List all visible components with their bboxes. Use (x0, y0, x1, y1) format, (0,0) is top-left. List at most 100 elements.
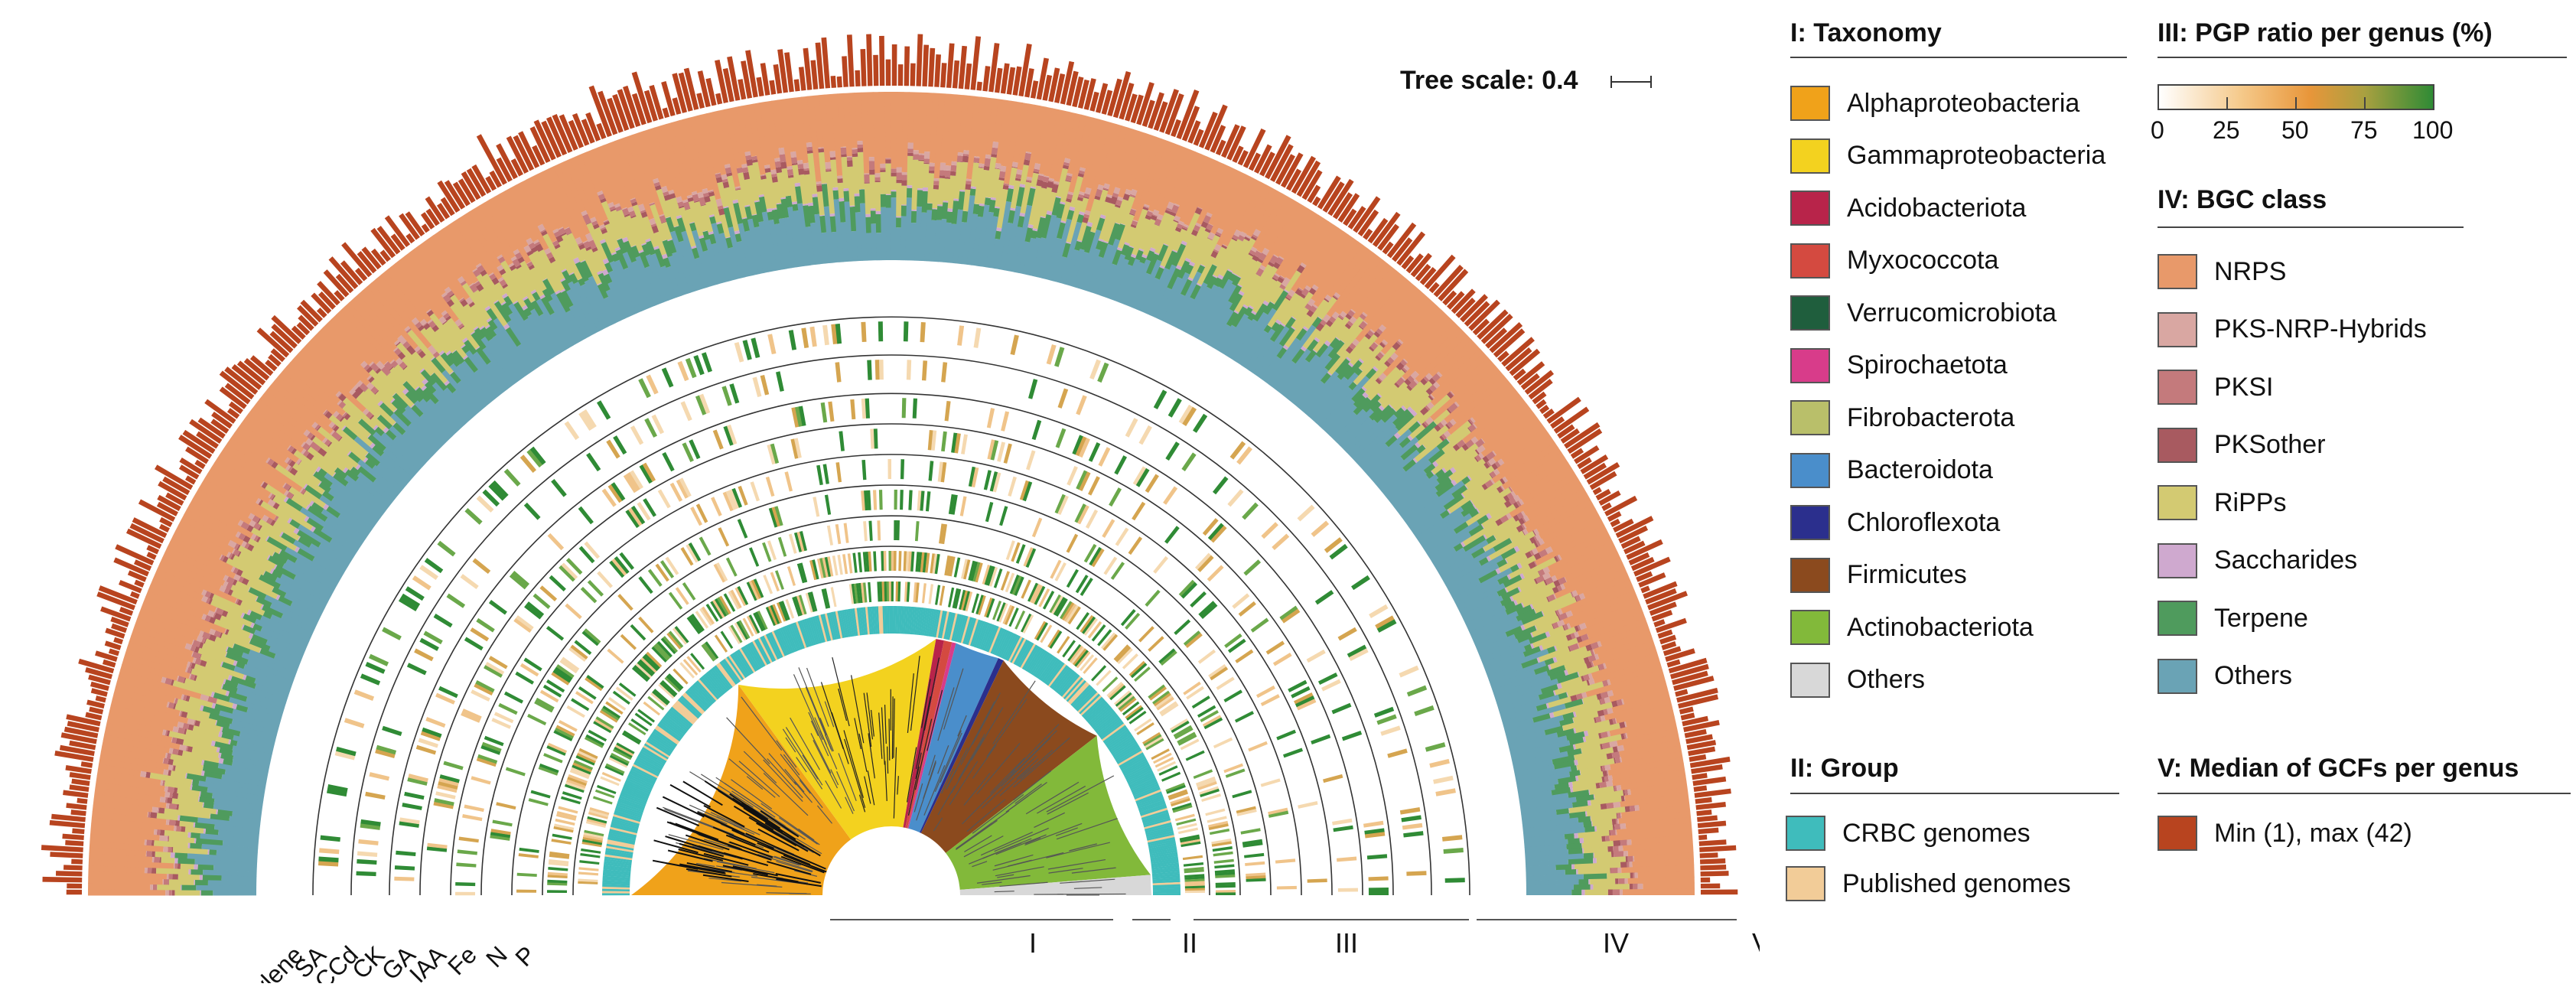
pgp-cell (1244, 853, 1264, 858)
pgp-cell (1307, 650, 1326, 663)
bgc-class-segment (825, 162, 831, 169)
pgp-cell (1433, 776, 1454, 784)
pgp-cell (852, 552, 857, 572)
pgp-cell (1004, 444, 1012, 464)
bgc-class-segment (924, 158, 930, 163)
bgc-class-segment (191, 869, 203, 875)
pgp-cell (1032, 518, 1042, 538)
pgp-cell (551, 479, 567, 497)
bgc-class-segment (896, 217, 901, 227)
bgc-class-segment (869, 157, 875, 161)
bgc-class-segment (176, 826, 181, 832)
bgc-class-segment (929, 163, 935, 167)
pgp-cell (539, 585, 557, 601)
pgp-cell (985, 502, 993, 522)
bgc-class-segment (1630, 806, 1636, 813)
bgc-class-segment (167, 797, 172, 803)
pgp-cell (891, 581, 894, 601)
pgp-cell (1125, 418, 1138, 438)
pgp-cell (425, 717, 445, 728)
pgp-cell (776, 371, 784, 392)
pgp-cell (581, 849, 601, 854)
pgp-cell (458, 849, 477, 855)
pgp-cell (464, 804, 484, 812)
bgc-class-segment (195, 880, 208, 886)
pgp-cell (1337, 857, 1356, 862)
pgp-cell (357, 859, 376, 865)
pgp-cell (1256, 686, 1275, 698)
pgp-cell (1276, 730, 1296, 741)
pgp-cell (809, 327, 816, 347)
pgp-cell (472, 558, 490, 574)
pgp-cell (1026, 450, 1035, 470)
pgp-cell (1080, 578, 1093, 596)
bgc-class-segment (163, 846, 168, 852)
pgp-cell (1148, 636, 1164, 652)
pgp-cell (382, 627, 402, 640)
bgc-class-segment (864, 174, 870, 175)
bgc-class-segment (169, 819, 176, 826)
bgc-class-segment (896, 217, 901, 218)
pgp-cell (344, 718, 365, 728)
bgc-class-segment (181, 884, 196, 891)
bgc-class-segment (973, 158, 979, 163)
bgc-class-segment (188, 869, 191, 875)
pgp-cell (549, 575, 566, 591)
pgp-cell (1369, 888, 1389, 891)
bgc-class-segment (875, 211, 881, 214)
pgp-cell (887, 581, 889, 601)
bgc-class-segment (869, 161, 875, 169)
bgc-class-segment (876, 233, 881, 260)
pgp-cell (1047, 344, 1057, 365)
bgc-class-segment (816, 185, 822, 192)
bgc-class-segment (933, 181, 940, 185)
bgc-class-segment (946, 165, 952, 171)
pgp-cell (496, 802, 516, 809)
pgp-cell (984, 470, 992, 490)
bgc-class-segment (159, 857, 161, 863)
bgc-class-segment (902, 174, 908, 180)
bgc-class-segment (859, 189, 865, 203)
pgp-cell (600, 777, 619, 787)
pgp-cell (1115, 527, 1129, 546)
pgp-cell (1367, 854, 1387, 859)
pgp-cell (548, 533, 565, 550)
pgp-cell (1251, 618, 1269, 633)
pgp-cell (471, 776, 490, 784)
pgp-cell (835, 362, 841, 382)
pgp-cell (827, 526, 833, 546)
bgc-class-segment (907, 153, 913, 156)
bgc-class-segment (933, 178, 940, 181)
pgp-cell (913, 399, 917, 419)
pgp-cell (922, 360, 927, 380)
pgp-cell (1008, 477, 1017, 497)
pgp-cell (607, 649, 624, 664)
pgp-cell (1067, 466, 1078, 486)
bgc-class-segment (1601, 803, 1607, 809)
pgp-cell (941, 432, 947, 451)
pgp-cell (504, 692, 523, 704)
bgc-class-segment (897, 172, 903, 180)
pgp-cell (1369, 876, 1389, 881)
pgp-cell (999, 506, 1008, 526)
pgp-cell (1214, 864, 1234, 868)
pgp-cell (1308, 878, 1327, 882)
pgp-cell (789, 330, 796, 350)
bgc-class-segment (951, 165, 957, 172)
bgc-class-segment (923, 187, 929, 191)
pgp-cell (395, 865, 415, 871)
bgc-class-segment (806, 142, 813, 147)
pgp-cell (579, 860, 599, 865)
bgc-class-segment (1627, 839, 1631, 845)
pgp-cell (547, 890, 567, 893)
bgc-class-segment (181, 826, 185, 832)
pgp-cell (531, 790, 551, 799)
bgc-class-segment (150, 812, 157, 819)
bgc-class-segment (951, 161, 957, 166)
bgc-class-segment (1601, 836, 1605, 842)
pgp-cell (926, 491, 931, 511)
pgp-cell (1088, 476, 1100, 495)
pgp-cell (1261, 778, 1281, 787)
bgc-class-segment (896, 180, 901, 184)
pgp-cell (1403, 831, 1423, 837)
